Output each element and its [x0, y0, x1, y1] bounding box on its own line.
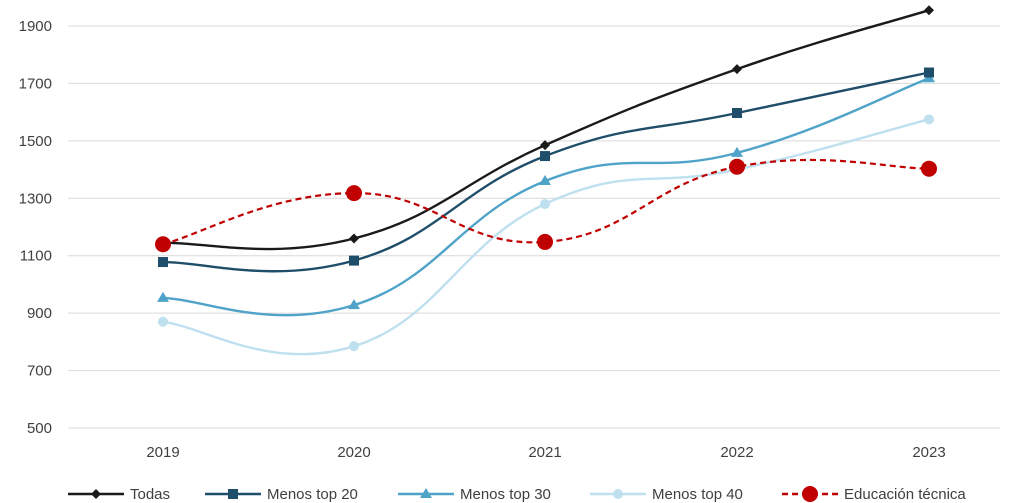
- data-point: [732, 108, 742, 119]
- data-point: [729, 158, 745, 175]
- data-point: [346, 185, 362, 202]
- data-point: [540, 199, 550, 210]
- data-point: [539, 175, 551, 186]
- legend-item: Educación técnica: [782, 486, 966, 503]
- x-tick-label: 2020: [337, 444, 370, 461]
- data-point: [731, 146, 743, 157]
- legend-label: Menos top 30: [460, 486, 551, 503]
- legend-label: Educación técnica: [844, 486, 966, 503]
- data-point: [349, 341, 359, 352]
- data-point: [348, 299, 360, 310]
- legend-marker: [420, 488, 432, 498]
- data-point: [732, 64, 742, 75]
- data-point: [349, 233, 359, 244]
- x-tick-label: 2021: [528, 444, 561, 461]
- data-point: [921, 160, 937, 177]
- data-point: [924, 67, 934, 78]
- y-tick-label: 1100: [20, 248, 52, 265]
- series-menos-top-30: [157, 72, 935, 317]
- legend-item: Menos top 30: [398, 486, 551, 503]
- x-tick-label: 2022: [720, 444, 753, 461]
- data-point: [540, 140, 550, 151]
- series-educaci-n-t-cnica: [155, 158, 937, 253]
- legend-marker: [802, 486, 818, 502]
- y-tick-label: 900: [27, 305, 52, 322]
- x-tick-label: 2019: [146, 444, 179, 461]
- data-point: [155, 236, 171, 253]
- series-menos-top-40: [158, 114, 934, 356]
- x-tick-label: 2023: [912, 444, 945, 461]
- x-axis-ticks: 2019 2020 2021 2022 2023: [146, 444, 945, 461]
- y-tick-label: 1300: [19, 190, 52, 207]
- data-point: [924, 5, 934, 16]
- legend-marker: [91, 489, 101, 499]
- series-line: [162, 9, 930, 251]
- data-point: [924, 114, 934, 125]
- data-point: [157, 291, 169, 302]
- series-lines: [155, 5, 937, 356]
- legend-marker: [228, 489, 238, 499]
- data-point: [349, 255, 359, 266]
- y-tick-label: 1500: [19, 133, 52, 150]
- data-point: [537, 233, 553, 250]
- legend-label: Menos top 40: [652, 486, 743, 503]
- data-point: [540, 151, 550, 162]
- series-menos-top-20: [158, 67, 934, 273]
- legend-item: Menos top 40: [590, 486, 743, 503]
- y-tick-label: 1900: [19, 18, 52, 35]
- legend-marker: [613, 489, 623, 499]
- y-tick-label: 700: [27, 363, 52, 380]
- data-point: [158, 257, 168, 268]
- legend-item: Todas: [68, 486, 170, 503]
- legend-label: Todas: [130, 486, 170, 503]
- legend: Todas Menos top 20 Menos top 30 Menos top 4…: [68, 486, 966, 503]
- grid: [68, 25, 1000, 429]
- data-point: [158, 316, 168, 327]
- legend-item: Menos top 20: [205, 486, 358, 503]
- legend-label: Menos top 20: [267, 486, 358, 503]
- y-tick-label: 1700: [19, 75, 52, 92]
- y-axis-ticks: 500 700 900 1100 1300 1500 1700 1900: [19, 18, 52, 437]
- y-tick-label: 500: [27, 420, 52, 437]
- series-line: [162, 77, 930, 317]
